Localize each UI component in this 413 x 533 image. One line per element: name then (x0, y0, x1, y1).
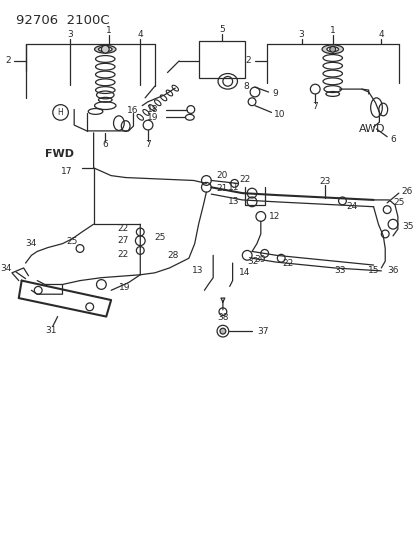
Text: 2: 2 (5, 56, 11, 66)
Text: 22: 22 (117, 224, 128, 232)
Text: 92706  2100C: 92706 2100C (16, 13, 109, 27)
Text: 6: 6 (389, 135, 395, 144)
Text: 1: 1 (106, 26, 112, 35)
Ellipse shape (326, 47, 338, 52)
Text: 23: 23 (318, 177, 330, 186)
Circle shape (219, 328, 225, 334)
Text: 4: 4 (137, 30, 143, 39)
Text: 9: 9 (272, 90, 278, 99)
Text: 6: 6 (102, 140, 108, 149)
Circle shape (329, 46, 335, 52)
Text: 25: 25 (392, 198, 404, 207)
Text: 22: 22 (239, 175, 250, 184)
Text: 7: 7 (312, 102, 317, 111)
Text: 4: 4 (377, 30, 383, 39)
Text: 21: 21 (216, 184, 227, 193)
Text: 19: 19 (119, 283, 130, 292)
Text: 12: 12 (268, 212, 279, 221)
Ellipse shape (94, 45, 116, 53)
Text: 34: 34 (26, 239, 37, 248)
Text: 13: 13 (192, 266, 203, 276)
Text: 1: 1 (329, 26, 335, 35)
Text: 35: 35 (402, 222, 413, 231)
Text: 13: 13 (228, 197, 239, 206)
Text: 5: 5 (218, 25, 224, 34)
Text: AWD: AWD (358, 124, 385, 134)
Text: 27: 27 (117, 236, 128, 245)
Text: 7: 7 (145, 140, 151, 149)
Text: 16: 16 (126, 106, 138, 115)
Text: 18: 18 (147, 105, 158, 114)
Bar (198, 42, 244, 78)
Text: 25: 25 (154, 233, 166, 243)
Text: 31: 31 (45, 326, 57, 335)
Text: 34: 34 (0, 264, 12, 273)
Text: 38: 38 (217, 313, 228, 322)
Text: 2: 2 (245, 56, 250, 66)
Text: 36: 36 (386, 266, 398, 276)
Text: 32: 32 (247, 257, 258, 265)
Text: 3: 3 (298, 30, 304, 39)
Text: 26: 26 (401, 187, 412, 196)
Text: 24: 24 (346, 202, 357, 211)
Text: 14: 14 (239, 268, 250, 277)
Text: 19: 19 (147, 113, 158, 122)
Text: 39: 39 (254, 255, 265, 264)
Text: 25: 25 (66, 237, 78, 246)
Text: 10: 10 (274, 110, 285, 119)
Text: 17: 17 (61, 167, 72, 176)
Ellipse shape (321, 45, 343, 54)
Text: 28: 28 (167, 251, 178, 260)
Text: 33: 33 (333, 266, 344, 276)
Text: 8: 8 (243, 82, 249, 91)
Text: H: H (57, 108, 63, 117)
Text: 22: 22 (117, 250, 128, 259)
Ellipse shape (98, 47, 112, 52)
Text: 20: 20 (216, 171, 227, 180)
Text: 37: 37 (256, 327, 268, 336)
Text: 3: 3 (67, 30, 73, 39)
Text: 11: 11 (228, 183, 239, 192)
Circle shape (101, 45, 109, 53)
Text: 22: 22 (282, 259, 293, 268)
Text: FWD: FWD (45, 149, 74, 159)
Text: 15: 15 (367, 266, 378, 276)
